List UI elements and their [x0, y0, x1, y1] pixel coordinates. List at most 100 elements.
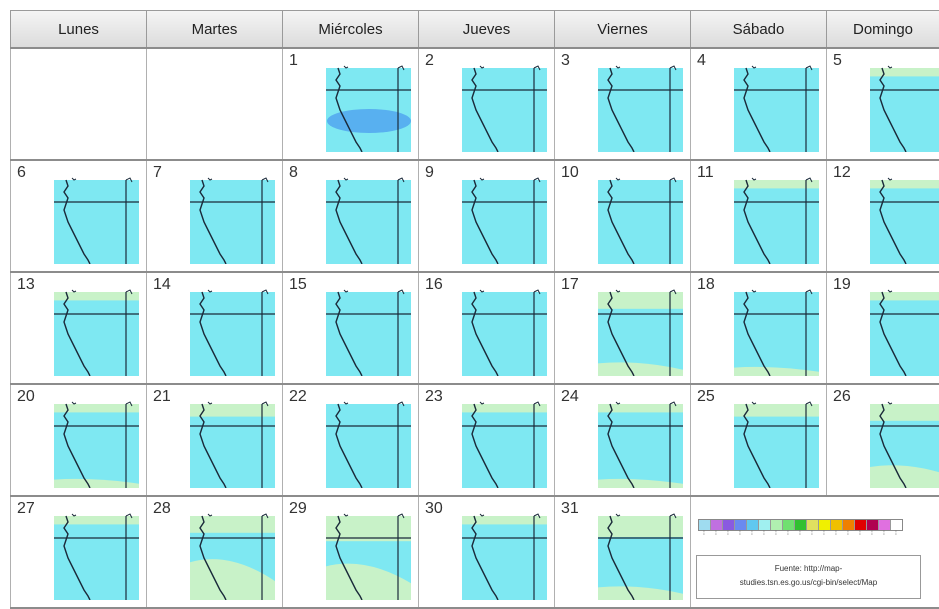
day-cell[interactable]: 9: [418, 161, 554, 271]
day-cell[interactable]: 5: [826, 49, 939, 159]
week-row: 13 14 15 16 17 18 19: [10, 273, 939, 385]
scale-tick: ⁞: [823, 531, 825, 537]
day-number: 21: [153, 388, 171, 405]
day-cell[interactable]: 3: [554, 49, 690, 159]
day-cell[interactable]: 7: [146, 161, 282, 271]
weather-map-thumbnail: [598, 176, 683, 264]
color-swatch: [747, 520, 759, 530]
day-number: 2: [425, 52, 434, 69]
day-cell[interactable]: 8: [282, 161, 418, 271]
scale-tick: ⁞: [739, 531, 741, 537]
scale-tick: ⁞: [847, 531, 849, 537]
weather-map-thumbnail: [326, 400, 411, 488]
header-day: Miércoles: [282, 11, 418, 47]
color-swatch: [759, 520, 771, 530]
day-number: 25: [697, 388, 715, 405]
color-scale-bar: [698, 519, 903, 531]
day-cell[interactable]: 2: [418, 49, 554, 159]
day-cell[interactable]: 18: [690, 273, 826, 383]
day-number: 5: [833, 52, 842, 69]
weather-map-thumbnail: [870, 64, 939, 152]
day-cell[interactable]: 15: [282, 273, 418, 383]
color-swatch: [855, 520, 867, 530]
day-number: 12: [833, 164, 851, 181]
day-cell[interactable]: 21: [146, 385, 282, 495]
weather-map-thumbnail: [734, 64, 819, 152]
weather-map-thumbnail: [190, 288, 275, 376]
day-cell[interactable]: 14: [146, 273, 282, 383]
day-cell[interactable]: 1: [282, 49, 418, 159]
day-cell[interactable]: 28: [146, 497, 282, 607]
day-number: 20: [17, 388, 35, 405]
weather-map-thumbnail: [870, 176, 939, 264]
color-swatch: [723, 520, 735, 530]
color-swatch: [795, 520, 807, 530]
day-number: 11: [697, 164, 714, 181]
weather-map-thumbnail: [598, 400, 683, 488]
weather-map-thumbnail: [54, 288, 139, 376]
color-swatch: [771, 520, 783, 530]
color-swatch: [783, 520, 795, 530]
day-number: 27: [17, 500, 35, 517]
weather-map-thumbnail: [462, 512, 547, 600]
day-cell[interactable]: 6: [10, 161, 146, 271]
day-number: 8: [289, 164, 298, 181]
scale-tick: ⁞: [775, 531, 777, 537]
day-cell[interactable]: 26: [826, 385, 939, 495]
color-swatch: [891, 520, 902, 530]
scale-tick: ⁞: [811, 531, 813, 537]
header-day: Jueves: [418, 11, 554, 47]
color-swatch: [735, 520, 747, 530]
color-swatch: [831, 520, 843, 530]
day-cell[interactable]: 20: [10, 385, 146, 495]
header-day: Domingo: [826, 11, 939, 47]
weather-map-thumbnail: [870, 400, 939, 488]
day-cell[interactable]: 25: [690, 385, 826, 495]
weather-map-thumbnail: [190, 512, 275, 600]
day-cell[interactable]: 30: [418, 497, 554, 607]
weather-map-thumbnail: [54, 512, 139, 600]
day-cell[interactable]: 13: [10, 273, 146, 383]
weather-map-thumbnail: [734, 400, 819, 488]
day-cell[interactable]: 10: [554, 161, 690, 271]
header-day: Viernes: [554, 11, 690, 47]
weather-map-thumbnail: [870, 288, 939, 376]
day-cell: [10, 49, 146, 159]
day-cell[interactable]: 27: [10, 497, 146, 607]
day-cell[interactable]: 16: [418, 273, 554, 383]
weather-map-thumbnail: [54, 400, 139, 488]
day-number: 17: [561, 276, 579, 293]
color-swatch: [867, 520, 879, 530]
day-cell[interactable]: 19: [826, 273, 939, 383]
day-cell: [146, 49, 282, 159]
color-swatch: [807, 520, 819, 530]
day-cell[interactable]: 12: [826, 161, 939, 271]
day-number: 9: [425, 164, 434, 181]
calendar-grid: 1 2 3 4 5 6 7 8 9 10 11 12 13 14 15 16 17 18 19 20 21 22 23 24 2…: [10, 49, 939, 609]
color-swatch: [819, 520, 831, 530]
scale-tick: ⁞: [895, 531, 897, 537]
calendar: Lunes Martes Miércoles Jueves Viernes Sá…: [10, 10, 939, 609]
weather-map-thumbnail: [598, 288, 683, 376]
day-cell[interactable]: 24: [554, 385, 690, 495]
day-cell[interactable]: 29: [282, 497, 418, 607]
calendar-header: Lunes Martes Miércoles Jueves Viernes Sá…: [10, 10, 939, 49]
day-cell[interactable]: 11: [690, 161, 826, 271]
day-cell[interactable]: 17: [554, 273, 690, 383]
day-cell[interactable]: 31: [554, 497, 690, 607]
weather-map-thumbnail: [54, 176, 139, 264]
day-number: 29: [289, 500, 307, 517]
day-cell[interactable]: 4: [690, 49, 826, 159]
day-number: 22: [289, 388, 307, 405]
color-scale-ticks: ⁞ ⁞ ⁞ ⁞ ⁞ ⁞ ⁞ ⁞ ⁞ ⁞ ⁞ ⁞ ⁞ ⁞ ⁞ ⁞ ⁞: [698, 531, 902, 541]
color-swatch: [843, 520, 855, 530]
scale-tick: ⁞: [715, 531, 717, 537]
weather-map-thumbnail: [326, 64, 411, 152]
day-number: 7: [153, 164, 162, 181]
day-number: 6: [17, 164, 26, 181]
day-cell[interactable]: 22: [282, 385, 418, 495]
day-number: 28: [153, 500, 171, 517]
weather-map-thumbnail: [598, 512, 683, 600]
day-cell[interactable]: 23: [418, 385, 554, 495]
day-number: 3: [561, 52, 570, 69]
